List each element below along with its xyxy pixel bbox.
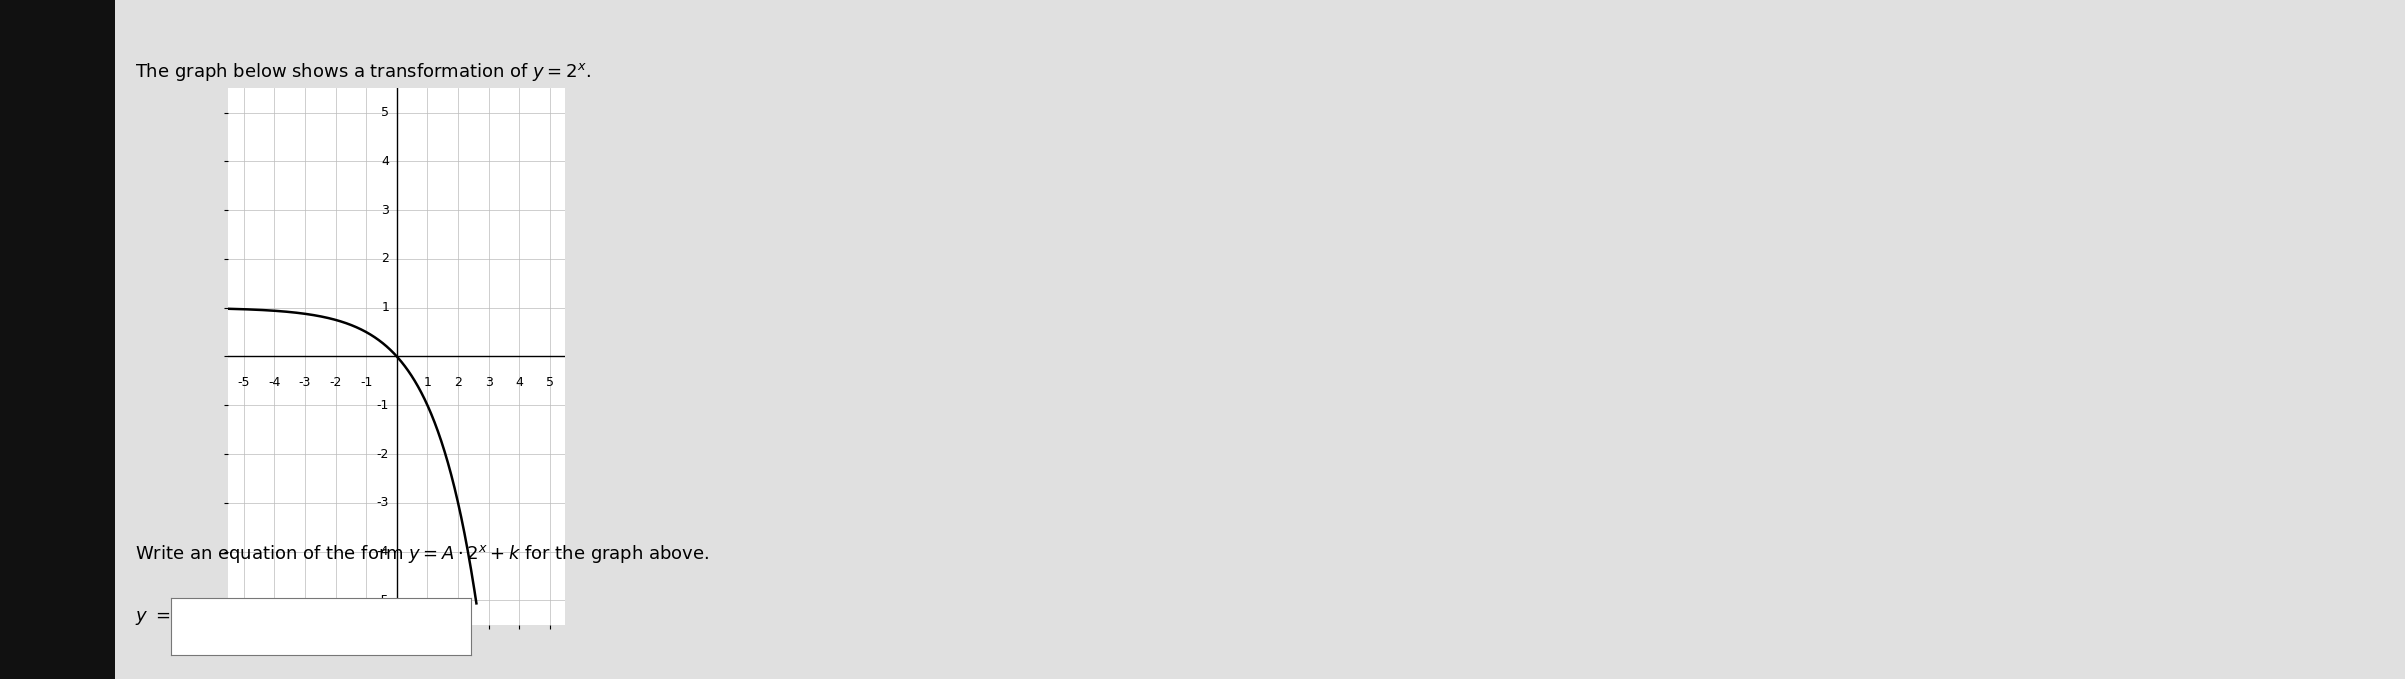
Text: Write an equation of the form $y = A \cdot 2^x + k$ for the graph above.: Write an equation of the form $y = A \cd… bbox=[135, 543, 709, 565]
Text: -2: -2 bbox=[378, 447, 390, 460]
Text: 4: 4 bbox=[382, 155, 390, 168]
Text: The graph below shows a transformation of $y = 2^x$.: The graph below shows a transformation o… bbox=[135, 61, 592, 83]
Text: 5: 5 bbox=[380, 106, 390, 119]
Text: 4: 4 bbox=[515, 376, 524, 389]
Text: -3: -3 bbox=[298, 376, 310, 389]
Text: -1: -1 bbox=[378, 399, 390, 411]
Text: 3: 3 bbox=[486, 376, 493, 389]
Text: -2: -2 bbox=[329, 376, 342, 389]
Text: $y\ =$: $y\ =$ bbox=[135, 609, 171, 627]
Text: 1: 1 bbox=[382, 301, 390, 314]
Text: -5: -5 bbox=[238, 376, 250, 389]
Text: -1: -1 bbox=[361, 376, 373, 389]
Text: -3: -3 bbox=[378, 496, 390, 509]
Text: 2: 2 bbox=[382, 253, 390, 265]
Text: 5: 5 bbox=[546, 376, 553, 389]
Text: 3: 3 bbox=[382, 204, 390, 217]
Text: -5: -5 bbox=[378, 594, 390, 607]
Text: -4: -4 bbox=[378, 545, 390, 558]
Text: 2: 2 bbox=[455, 376, 462, 389]
Text: 1: 1 bbox=[423, 376, 430, 389]
Text: -4: -4 bbox=[269, 376, 281, 389]
